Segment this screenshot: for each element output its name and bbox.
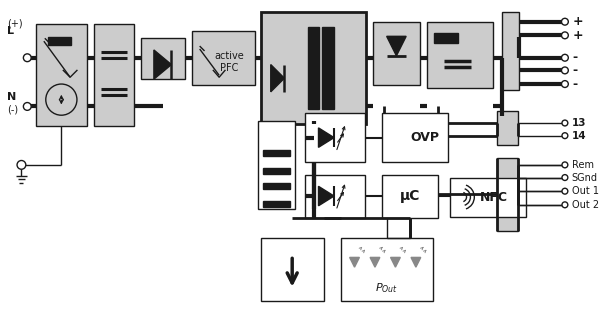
Circle shape [23, 102, 31, 110]
Text: +: + [572, 15, 583, 28]
Bar [305, 175, 365, 219]
Circle shape [562, 162, 568, 168]
Bar [263, 201, 290, 207]
Text: Out 1: Out 1 [572, 186, 599, 196]
Text: (-): (-) [7, 104, 18, 114]
Bar [341, 238, 433, 301]
Bar [308, 27, 319, 109]
Circle shape [562, 175, 568, 180]
Circle shape [562, 133, 568, 139]
Text: NFC: NFC [480, 191, 508, 204]
Circle shape [562, 18, 568, 25]
Circle shape [17, 160, 26, 169]
Text: (+): (+) [7, 19, 22, 29]
Bar [434, 33, 458, 43]
Text: μC: μC [400, 189, 420, 203]
Bar [382, 113, 448, 162]
Circle shape [46, 84, 77, 115]
Text: Rem: Rem [572, 160, 594, 170]
Text: L: L [7, 26, 14, 37]
Text: -: - [572, 78, 578, 91]
Bar [305, 113, 365, 162]
Text: 13: 13 [572, 118, 586, 128]
Bar [450, 178, 526, 216]
Text: +: + [572, 29, 583, 42]
Circle shape [562, 202, 568, 208]
Circle shape [562, 188, 568, 194]
Text: -: - [572, 64, 578, 77]
Circle shape [562, 120, 568, 126]
Text: OVP: OVP [410, 131, 439, 144]
Circle shape [562, 54, 568, 61]
Polygon shape [411, 257, 421, 267]
Bar [48, 37, 71, 45]
Bar [263, 183, 290, 189]
Polygon shape [319, 128, 334, 147]
Bar [427, 22, 493, 88]
Circle shape [562, 32, 568, 39]
Text: N: N [7, 92, 16, 102]
Text: active
PFC: active PFC [214, 51, 244, 73]
Bar [497, 111, 518, 145]
Bar [382, 175, 438, 219]
Circle shape [562, 67, 568, 74]
Polygon shape [350, 257, 359, 267]
Bar [502, 12, 519, 90]
Bar [36, 24, 86, 126]
Text: $P_{Out}$: $P_{Out}$ [375, 281, 398, 294]
Polygon shape [319, 186, 334, 206]
Bar [497, 158, 518, 231]
Bar [373, 22, 420, 85]
Text: Out 2: Out 2 [572, 200, 599, 210]
Polygon shape [386, 36, 406, 56]
Bar [261, 12, 366, 124]
Text: -: - [572, 51, 578, 64]
Bar [141, 38, 185, 79]
Circle shape [23, 54, 31, 62]
Polygon shape [154, 50, 172, 79]
Bar [94, 24, 134, 126]
Text: SGnd: SGnd [572, 173, 598, 183]
Bar [263, 168, 290, 174]
Bar [322, 27, 334, 109]
Bar [192, 31, 255, 85]
Polygon shape [370, 257, 380, 267]
Circle shape [562, 81, 568, 87]
Text: 14: 14 [572, 131, 586, 141]
Polygon shape [271, 65, 284, 92]
Bar [263, 150, 290, 156]
Polygon shape [391, 257, 400, 267]
Bar [261, 238, 325, 301]
Bar [258, 121, 295, 209]
